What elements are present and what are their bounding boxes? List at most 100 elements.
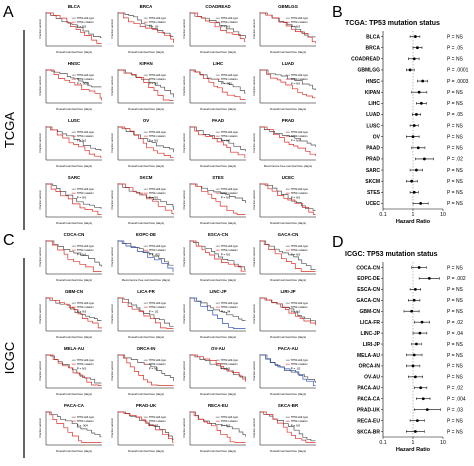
forest-title: TCGA: TP53 mutation status bbox=[345, 20, 440, 27]
km-p-value: P = NS bbox=[77, 253, 87, 257]
km-p-value: P = .002 bbox=[149, 253, 161, 257]
km-legend-label: TP53 wild-type bbox=[291, 16, 309, 20]
forest-row-label: GBMLGG bbox=[358, 68, 381, 74]
km-x-label: Overall survival time (days) bbox=[200, 221, 236, 225]
km-p-value: P = .04 bbox=[221, 310, 231, 314]
km-p-value: P = NS bbox=[77, 196, 87, 200]
km-p-value: P = .004 bbox=[77, 424, 89, 428]
km-curve-mutation bbox=[118, 126, 174, 158]
km-x-label: Overall survival time (days) bbox=[56, 449, 92, 453]
km-x-label: Overall survival time (days) bbox=[56, 392, 92, 396]
km-p-value: P = NS bbox=[221, 253, 231, 257]
forest-row-label: PRAD bbox=[366, 157, 381, 163]
km-plot: STES Fraction survival Overall survival ti… bbox=[182, 175, 246, 225]
forest-row-label: GACA-CN bbox=[356, 298, 380, 304]
forest-p-value: P = NS bbox=[447, 287, 464, 293]
forest-p-value: P = .03 bbox=[447, 407, 463, 413]
km-p-value: P = NS bbox=[291, 196, 301, 200]
km-y-label: Fraction survival bbox=[110, 76, 114, 95]
km-legend-label: TP53 mutation bbox=[291, 362, 308, 366]
forest-hr-point bbox=[415, 113, 418, 116]
km-plot: KIPAN Fraction survival Overall survival t… bbox=[110, 61, 174, 111]
forest-p-value: P = NS bbox=[447, 134, 464, 140]
km-curve-wild-type bbox=[190, 69, 246, 94]
km-curve-mutation bbox=[46, 411, 102, 443]
forest-p-value: P = NS bbox=[447, 364, 464, 370]
forest-row-label: ESCA-CN bbox=[357, 287, 380, 293]
forest-p-value: P = .0003 bbox=[447, 79, 469, 85]
km-y-label: Fraction survival bbox=[182, 304, 186, 323]
forest-x-label: Hazard Ratio bbox=[396, 447, 431, 453]
km-legend-label: TP53 mutation bbox=[221, 77, 238, 81]
km-x-label: Overall survival time (days) bbox=[270, 335, 306, 339]
km-p-value: P = NS bbox=[291, 25, 301, 29]
km-plot-title: SARC bbox=[68, 175, 81, 180]
km-legend-label: TP53 mutation bbox=[291, 191, 308, 195]
forest-x-tick-label: 10 bbox=[440, 440, 446, 446]
km-legend-label: TP53 wild-type bbox=[291, 130, 309, 134]
km-y-label: Fraction survival bbox=[252, 247, 256, 266]
km-legend-label: TP53 wild-type bbox=[149, 301, 167, 305]
forest-hr-point bbox=[411, 135, 415, 139]
km-plot: LIHC Fraction survival Overall survival ti… bbox=[182, 61, 246, 111]
forest-plot-d: ICGC: TP53 mutation status 0.1 1 10 Hazard R… bbox=[345, 251, 466, 453]
forest-hr-point bbox=[412, 353, 416, 357]
km-plot: BLCA Fraction survival Overall survival ti… bbox=[38, 4, 102, 54]
km-p-value: P = NS bbox=[77, 367, 87, 371]
km-legend-label: TP53 mutation bbox=[149, 134, 166, 138]
km-p-value: P = NS bbox=[291, 82, 301, 86]
forest-hr-point bbox=[423, 157, 426, 161]
km-legend-label: TP53 wild-type bbox=[77, 16, 95, 20]
forest-hr-point bbox=[418, 331, 422, 335]
forest-row-label: PACA-AU bbox=[357, 386, 380, 392]
forest-row-label: ORCA-IN bbox=[359, 364, 381, 370]
km-legend-label: TP53 mutation bbox=[77, 77, 94, 81]
forest-p-value: P = NS bbox=[447, 298, 464, 304]
forest-p-value: P = NS bbox=[447, 309, 464, 315]
km-x-label: Overall survival time (days) bbox=[128, 449, 164, 453]
km-legend-label: TP53 wild-type bbox=[77, 301, 95, 305]
forest-row-label: LIRI-JP bbox=[363, 342, 381, 348]
forest-p-value: P = NS bbox=[447, 179, 464, 185]
forest-hr-point bbox=[415, 46, 419, 50]
km-legend-label: TP53 mutation bbox=[221, 362, 238, 366]
km-p-value: P = NS bbox=[291, 253, 301, 257]
forest-hr-point bbox=[427, 277, 431, 280]
km-y-label: Fraction survival bbox=[252, 19, 256, 38]
forest-p-value: P = NS bbox=[447, 34, 464, 40]
km-y-label: Fraction survival bbox=[110, 361, 114, 380]
km-plot-title: PACA-AU bbox=[278, 346, 298, 351]
km-grid-a: BLCA Fraction survival Overall survival ti… bbox=[38, 4, 316, 225]
km-curve-wild-type bbox=[190, 354, 246, 380]
km-y-label: Fraction survival bbox=[38, 418, 42, 437]
km-x-label: Overall survival time (days) bbox=[56, 221, 92, 225]
km-plot-title: MELA-AU bbox=[64, 346, 84, 351]
km-legend-label: TP53 mutation bbox=[221, 134, 238, 138]
km-plot: PACA-CA Fraction survival Overall survival… bbox=[38, 403, 102, 453]
forest-row-label: LUAD bbox=[366, 112, 380, 118]
forest-hr-point bbox=[421, 397, 425, 401]
km-plot-title: LIHC bbox=[213, 61, 224, 66]
km-y-label: Fraction survival bbox=[110, 190, 114, 209]
km-y-label: Fraction survival bbox=[110, 304, 114, 323]
km-curve-mutation bbox=[260, 69, 316, 99]
km-plot-title: EOPC-DE bbox=[136, 232, 156, 237]
km-x-label: Overall survival time (days) bbox=[200, 50, 236, 54]
km-curve-mutation bbox=[260, 240, 316, 272]
km-p-value: P = NS bbox=[291, 139, 301, 143]
forest-row-label: OV bbox=[373, 134, 381, 140]
km-x-label: Overall survival time (days) bbox=[200, 107, 236, 111]
km-curve-wild-type bbox=[260, 297, 316, 324]
km-plot-title: SKCM bbox=[140, 175, 153, 180]
km-plot-title: OV-AU bbox=[211, 346, 225, 351]
forest-p-value: P = NS bbox=[447, 375, 464, 381]
km-curve-mutation bbox=[46, 183, 102, 215]
forest-p-value: P = .02 bbox=[447, 320, 463, 326]
km-plot-title: LIRI-JP bbox=[280, 289, 295, 294]
km-p-value: P = NS bbox=[77, 310, 87, 314]
km-p-value: P = .03 bbox=[149, 424, 159, 428]
km-plot-title: BLCA bbox=[68, 4, 81, 9]
km-plot-title: UCEC bbox=[282, 175, 295, 180]
km-plot-title: HNSC bbox=[68, 61, 81, 66]
km-legend-label: TP53 wild-type bbox=[149, 244, 167, 248]
